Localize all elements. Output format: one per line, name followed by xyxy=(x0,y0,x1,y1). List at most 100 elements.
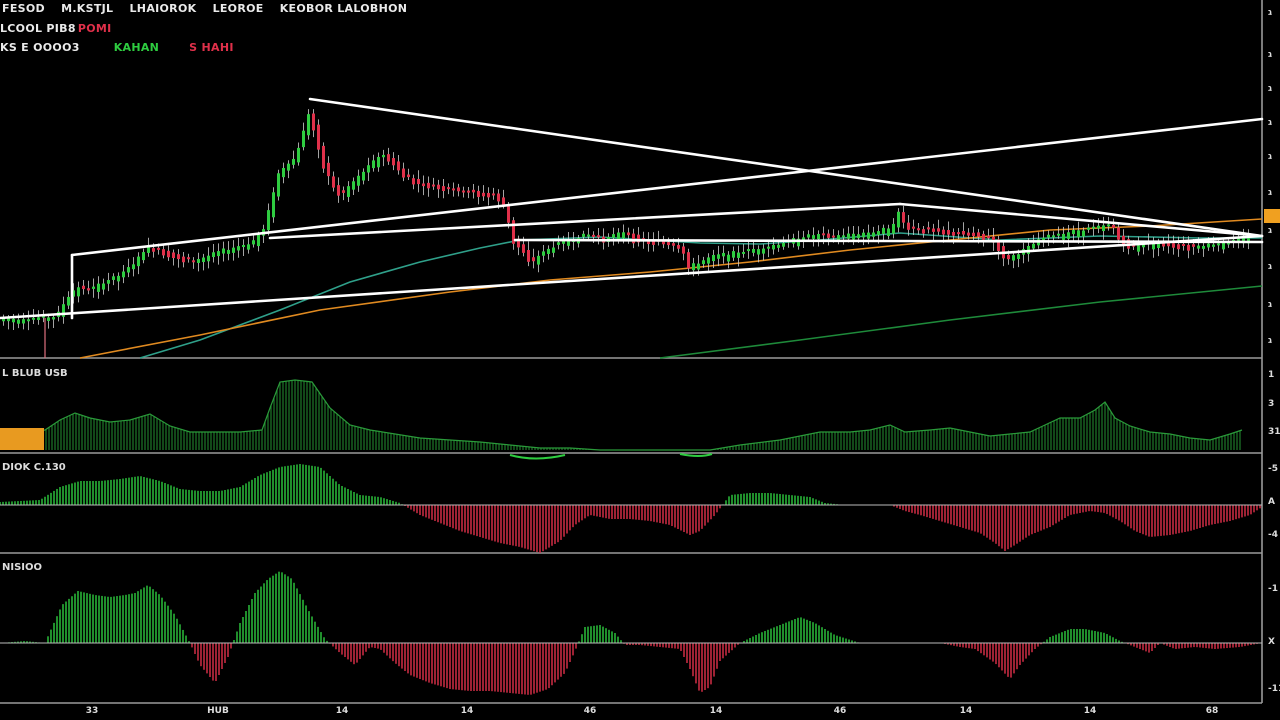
indicator-legend-1: LCOOL PIB8 POMI xyxy=(0,22,123,35)
chart-title-legend: FESOD M.KSTJL LHAIOROK LEOROE KEOBOR LAL… xyxy=(2,2,419,15)
bull-candle xyxy=(222,248,225,254)
bear-candle xyxy=(477,190,480,197)
legend-item: KEOBOR LALOBHON xyxy=(279,2,408,15)
bear-candle xyxy=(487,192,490,198)
bull-candle xyxy=(357,175,360,186)
bear-candle xyxy=(157,247,160,250)
bear-candle xyxy=(992,236,995,243)
bull-candle xyxy=(1042,237,1045,241)
bull-candle xyxy=(767,246,770,249)
bear-candle xyxy=(1177,244,1180,250)
bull-candle xyxy=(1107,224,1110,227)
bear-candle xyxy=(677,245,680,249)
bull-candle xyxy=(142,252,145,261)
bear-candle xyxy=(87,288,90,291)
x-tick-label: 68 xyxy=(1205,706,1219,716)
volume-y-tick-label: 31 xyxy=(1268,427,1280,437)
volume-y-tick-label: 1 xyxy=(1268,370,1275,380)
x-tick-label: 14 xyxy=(709,706,723,716)
indicator-label: LCOOL PIB8 xyxy=(0,22,76,35)
moving-average-line xyxy=(139,232,1262,359)
bull-candle xyxy=(227,249,230,254)
trendline xyxy=(70,117,1264,257)
bear-candle xyxy=(822,233,825,236)
bear-candle xyxy=(912,226,915,229)
bear-candle xyxy=(82,285,85,290)
bull-candle xyxy=(817,234,820,240)
bear-candle xyxy=(397,161,400,171)
bull-candle xyxy=(277,173,280,197)
osc1-y-tick-label: A xyxy=(1268,497,1275,507)
bull-candle xyxy=(722,252,725,257)
bull-candle xyxy=(282,167,285,178)
bull-candle xyxy=(1197,245,1200,249)
volume-dip xyxy=(679,453,713,457)
bear-candle xyxy=(952,232,955,236)
bull-candle xyxy=(1077,230,1080,238)
bear-candle xyxy=(482,192,485,197)
bear-candle xyxy=(162,249,165,256)
bear-candle xyxy=(182,256,185,263)
indicator-red-value: S HAHI xyxy=(189,41,234,54)
bull-candle xyxy=(52,317,55,320)
bear-candle xyxy=(902,212,905,223)
bull-candle xyxy=(252,240,255,245)
bear-candle xyxy=(987,235,990,239)
main-y-tick-label: ג xyxy=(1268,84,1273,94)
bear-candle xyxy=(327,162,330,177)
bear-candle xyxy=(442,186,445,192)
bull-candle xyxy=(737,252,740,258)
x-tick-label: 46 xyxy=(833,706,847,716)
bear-candle xyxy=(452,188,455,191)
main-y-tick-label: ג xyxy=(1268,118,1273,128)
bull-candle xyxy=(542,251,545,256)
bear-candle xyxy=(967,232,970,236)
bull-candle xyxy=(867,232,870,239)
x-tick-label: 14 xyxy=(460,706,474,716)
bull-candle xyxy=(242,245,245,248)
bear-candle xyxy=(1122,235,1125,245)
indicator-green-value: KAHAN xyxy=(113,41,160,54)
legend-item: LEOROE xyxy=(212,2,264,15)
bull-candle xyxy=(807,234,810,238)
bull-candle xyxy=(77,287,80,297)
bull-candle xyxy=(1142,244,1145,248)
bear-candle xyxy=(647,240,650,245)
bear-candle xyxy=(317,124,320,150)
bull-candle xyxy=(197,259,200,263)
bull-candle xyxy=(762,248,765,254)
bull-candle xyxy=(112,276,115,280)
bull-candle xyxy=(697,263,700,270)
bear-candle xyxy=(532,257,535,262)
bull-candle xyxy=(27,319,30,322)
bull-candle xyxy=(837,235,840,241)
bull-candle xyxy=(377,156,380,168)
bear-candle xyxy=(667,242,670,246)
bull-candle xyxy=(847,233,850,239)
main-y-tick-label: ג xyxy=(1268,300,1273,310)
bear-candle xyxy=(407,174,410,178)
bull-candle xyxy=(877,231,880,236)
legend-item: M.KSTJL xyxy=(61,2,114,15)
last-price-tag xyxy=(1264,209,1280,223)
bull-candle xyxy=(237,246,240,251)
bear-candle xyxy=(832,235,835,238)
bear-candle xyxy=(957,232,960,235)
bull-candle xyxy=(1212,244,1215,247)
bull-candle xyxy=(872,232,875,237)
bear-candle xyxy=(167,250,170,258)
legend-symbol: FESOD xyxy=(2,2,45,15)
indicator-value: POMI xyxy=(77,22,112,35)
bull-candle xyxy=(1217,243,1220,246)
bull-candle xyxy=(552,247,555,253)
bull-candle xyxy=(857,234,860,239)
bull-candle xyxy=(1152,243,1155,250)
bull-candle xyxy=(852,233,855,240)
bull-candle xyxy=(812,235,815,239)
bull-candle xyxy=(537,255,540,265)
bear-candle xyxy=(637,234,640,243)
bear-candle xyxy=(472,189,475,193)
bear-candle xyxy=(417,178,420,185)
